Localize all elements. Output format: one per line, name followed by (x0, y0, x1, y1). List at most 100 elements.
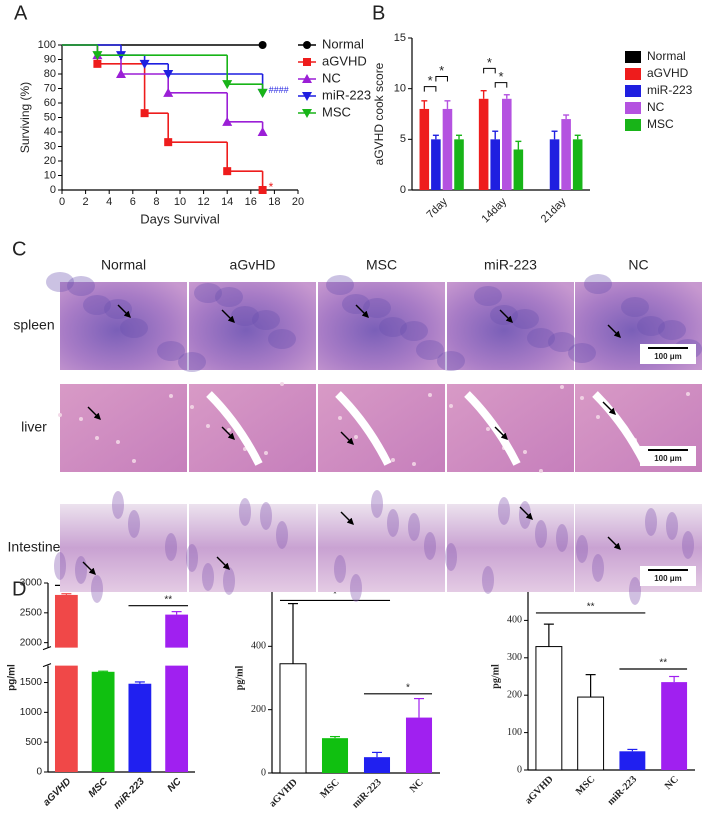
arrow (221, 309, 235, 323)
annotation: * (269, 180, 274, 194)
bar (279, 663, 307, 774)
y-tick-label: 0 (517, 764, 522, 775)
y-tick-label: 3000 (20, 578, 43, 589)
tissue-texture (268, 329, 296, 349)
histology-image (60, 384, 187, 472)
bar (419, 108, 430, 190)
marker (223, 167, 232, 176)
y-axis-label: aGVHD cook score (372, 62, 386, 165)
bar (478, 98, 489, 190)
marker (222, 116, 233, 126)
legend-marker (302, 74, 312, 83)
histology-image (447, 282, 574, 370)
bar (431, 139, 441, 190)
marker (164, 138, 173, 147)
x-tick-label: 0 (59, 196, 65, 208)
tissue-texture (157, 341, 185, 361)
tissue-texture (46, 272, 74, 292)
tissue-texture (629, 577, 641, 605)
x-tick-label: miR-223 (350, 777, 384, 811)
bar (577, 696, 605, 771)
scale-bar-label: 100 μm (654, 352, 682, 361)
x-tick-label: 4 (106, 196, 112, 208)
y-tick-label: 80 (44, 68, 56, 80)
column-header: miR-223 (484, 257, 537, 273)
legend-label: miR-223 (322, 87, 371, 102)
marker (257, 88, 268, 98)
arrow (340, 431, 354, 445)
vessel (464, 391, 521, 466)
bar (619, 751, 646, 770)
histology-image (189, 504, 316, 592)
marker (92, 51, 103, 61)
tissue-texture (498, 497, 510, 525)
tissue-texture (120, 318, 148, 338)
x-tick-label: 16 (245, 196, 257, 208)
tissue-texture (104, 299, 132, 319)
tissue-texture (391, 458, 395, 462)
tissue-texture (424, 532, 436, 560)
x-tick-label: 12 (197, 196, 209, 208)
y-tick-label: 100 (38, 39, 56, 51)
tissue-texture (112, 491, 124, 519)
tissue-texture (326, 275, 354, 295)
legend-swatch (625, 85, 641, 97)
y-tick-label: 1500 (20, 677, 43, 688)
bar (490, 139, 500, 190)
x-tick-label: aGVHD (41, 776, 73, 808)
legend-marker (303, 41, 311, 49)
column-header: aGvHD (230, 257, 276, 273)
x-tick-label: MSC (87, 776, 111, 800)
x-tick-label: 20 (292, 196, 304, 208)
marker (163, 87, 174, 97)
arrow (87, 406, 101, 420)
y-axis-label: pg/ml (490, 664, 501, 689)
y-tick-label: 10 (44, 169, 56, 181)
tissue-texture (202, 563, 214, 591)
arrow (221, 426, 235, 440)
tissue-texture (206, 424, 210, 428)
tissue-texture (58, 413, 62, 417)
tissue-texture (280, 382, 284, 386)
x-tick-label: 18 (268, 196, 280, 208)
tissue-texture (260, 502, 272, 530)
tissue-texture (190, 405, 194, 409)
tissue-texture (342, 294, 370, 314)
x-tick-label: aGVHD (523, 774, 556, 807)
tissue-texture (621, 297, 649, 317)
arrow (602, 401, 616, 415)
y-tick-label: 0 (50, 184, 56, 196)
tissue-texture (231, 306, 259, 326)
arrow (519, 506, 533, 520)
histology-image (318, 282, 445, 370)
column-header: NC (628, 257, 648, 273)
legend-label: Normal (647, 49, 686, 63)
x-tick-label: 6 (130, 196, 136, 208)
vessel (206, 391, 263, 466)
row-label: liver (21, 419, 47, 435)
arrow (607, 324, 621, 338)
tissue-texture (548, 332, 576, 352)
x-tick-label: MSC (318, 777, 342, 801)
tissue-texture (252, 310, 280, 330)
tissue-texture (276, 521, 288, 549)
x-tick-label: 10 (174, 196, 186, 208)
legend-marker (302, 92, 312, 101)
histology-image (318, 504, 445, 592)
y-tick-label: 60 (44, 97, 56, 109)
arrow (117, 304, 131, 318)
y-tick-label: 200 (251, 704, 266, 715)
tissue-texture (428, 393, 432, 397)
tissue-texture (371, 490, 383, 518)
tissue-texture (511, 309, 539, 329)
sig-label: * (333, 589, 337, 600)
y-tick-label: 2500 (20, 607, 43, 618)
tissue-texture (128, 510, 140, 538)
bar (572, 139, 583, 190)
bar (321, 738, 349, 773)
tissue-texture (584, 274, 612, 294)
annotation: #### (269, 85, 289, 95)
legend-marker (302, 109, 312, 118)
tissue-texture (379, 317, 407, 337)
